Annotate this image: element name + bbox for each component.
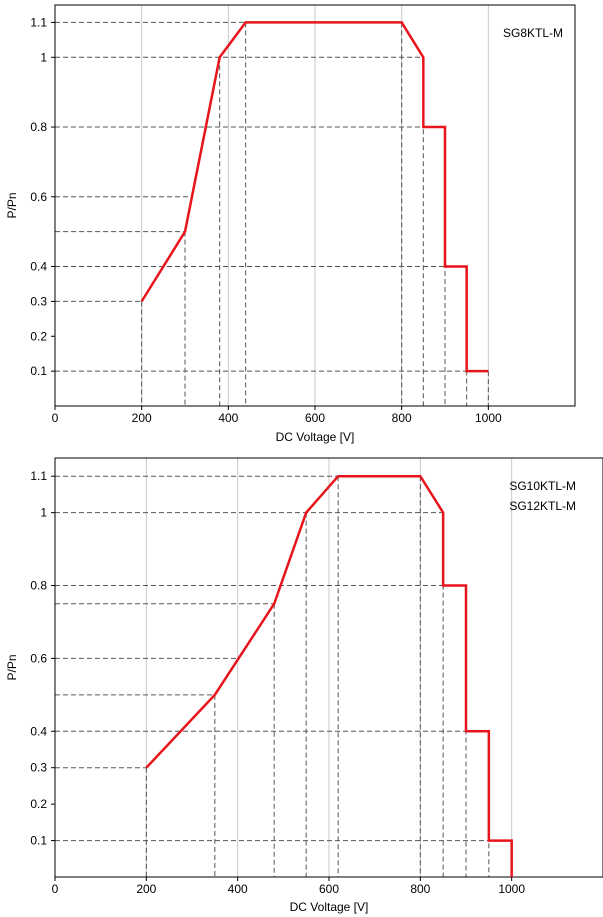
y-axis-label: P/Pn [5,192,19,218]
horizontal-reference-lines [55,475,512,842]
y-tick-label: 1 [40,506,47,520]
y-tick-label: 1.1 [30,15,47,29]
y-tick-label: 0.3 [30,294,47,308]
y-tick-label: 0.6 [30,190,47,204]
y-tick-label: 0.1 [30,364,47,378]
x-tick-label: 600 [305,411,325,425]
y-ticks: 0.1 0.2 0.3 0.4 0.6 0.8 1 1.1 [30,15,55,378]
x-tick-label: 0 [52,411,59,425]
power-derating-line [145,474,513,877]
y-tick-label: 0.8 [30,120,47,134]
x-tick-label: 200 [136,882,156,896]
y-tick-label: 0.2 [30,797,47,811]
y-tick-label: 0.1 [30,834,47,848]
x-tick-label: 400 [228,882,248,896]
vertical-gridlines [141,5,489,406]
x-tick-label: 1000 [475,411,502,425]
y-tick-label: 0.6 [30,651,47,665]
x-tick-label: 400 [218,411,238,425]
x-axis-label: DC Voltage [V] [290,900,369,914]
y-tick-label: 0.4 [30,260,47,274]
chart-1: 0 200 400 600 800 1000 0.1 0.2 0.3 0.4 0.6 0.8 1 1.1 D… [5,4,576,444]
x-tick-label: 800 [410,882,430,896]
x-tick-label: 200 [132,411,152,425]
y-ticks: 0.1 0.2 0.3 0.4 0.6 0.8 1 1.1 [30,469,55,848]
model-annotation: SG8KTL-M [503,26,563,40]
chart-2: 0 200 400 600 800 1000 0.1 0.2 0.3 0.4 0.6 0.8 1 1.1 D… [5,457,603,914]
x-tick-label: 600 [319,882,339,896]
x-tick-label: 800 [392,411,412,425]
x-ticks: 0 200 400 600 800 1000 [52,406,502,425]
y-tick-label: 1 [40,50,47,64]
y-axis-label: P/Pn [5,654,19,680]
x-ticks: 0 200 400 600 800 1000 [52,877,525,896]
x-axis-label: DC Voltage [V] [276,430,355,444]
model-annotation: SG12KTL-M [509,499,576,513]
x-tick-label: 1000 [498,882,525,896]
y-tick-label: 1.1 [30,469,47,483]
y-tick-label: 0.3 [30,761,47,775]
power-derating-line [140,21,489,373]
y-tick-label: 0.8 [30,579,47,593]
y-tick-label: 0.4 [30,724,47,738]
vertical-gridlines [145,458,513,877]
x-tick-label: 0 [52,882,59,896]
model-annotation: SG10KTL-M [509,479,576,493]
y-tick-label: 0.2 [30,329,47,343]
